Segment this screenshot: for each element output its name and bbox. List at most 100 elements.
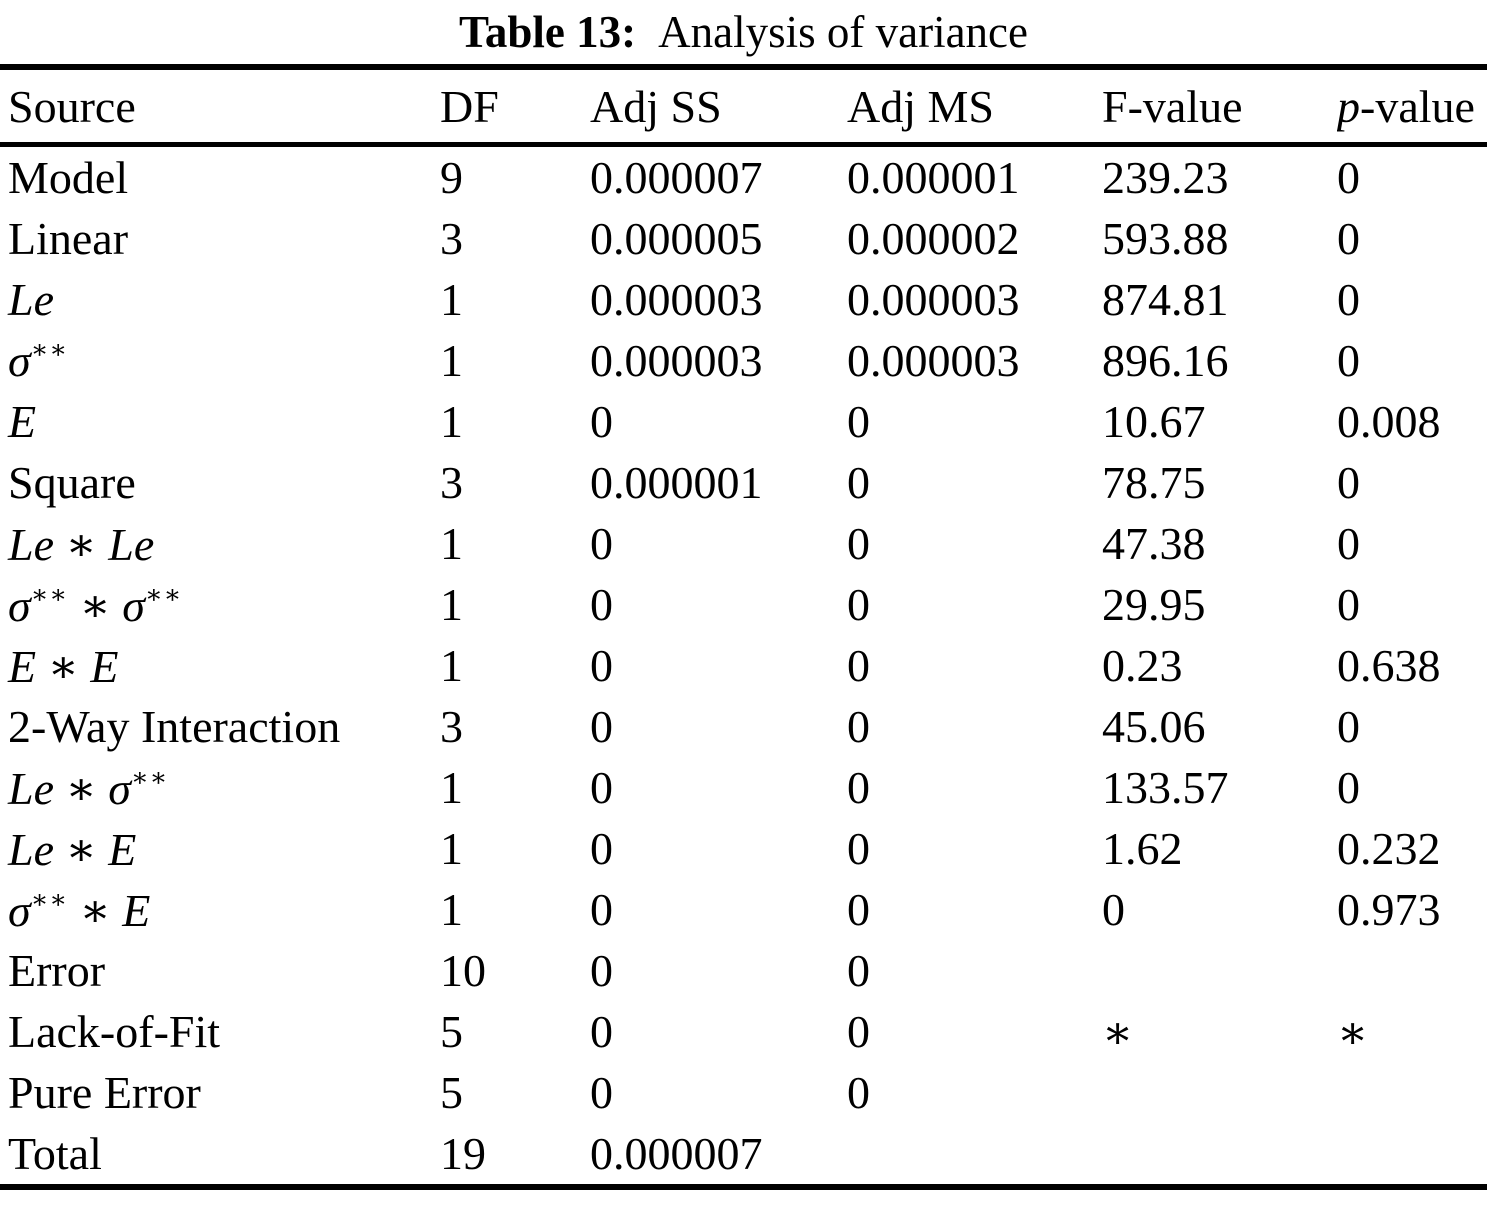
cell-df: 1: [440, 823, 463, 874]
cell-f: 896.16: [1102, 335, 1229, 386]
table-row: Le ∗ σ∗∗ 1 0 0 133.57 0: [0, 757, 1487, 818]
cell-p: 0: [1337, 579, 1360, 630]
cell-adj_ms: 0: [847, 884, 870, 935]
cell-p: ∗: [1337, 1006, 1369, 1058]
cell-p: 0: [1337, 335, 1360, 386]
text-segment: σ: [122, 579, 145, 631]
column-header-adj-ss: Adj SS: [590, 67, 847, 147]
cell-source: Model: [0, 145, 440, 209]
table-row: Linear 3 0.000005 0.000002 593.88 0: [0, 208, 1487, 269]
cell-adj_ms: 0: [847, 396, 870, 447]
cell-p: [1337, 1123, 1487, 1187]
text-segment: ∗∗: [30, 884, 69, 914]
cell-f: ∗: [1102, 1006, 1134, 1058]
table-row: σ∗∗ 1 0.000003 0.000003 896.16 0: [0, 330, 1487, 391]
table-row: σ∗∗ ∗ σ∗∗ 1 0 0 29.95 0: [0, 574, 1487, 635]
text-segment: Model: [8, 152, 129, 203]
cell-df: 1: [440, 884, 463, 935]
cell-f: [1102, 1123, 1337, 1187]
cell-df: 1: [440, 335, 463, 386]
table-row: Model 9 0.000007 0.000001 239.23 0: [0, 145, 1487, 209]
table-caption-text: Analysis of variance: [658, 7, 1028, 57]
text-segment: Le: [8, 823, 54, 875]
cell-p: 0.232: [1337, 823, 1441, 874]
cell-df: 3: [440, 213, 463, 264]
cell-df: 1: [440, 579, 463, 630]
table-row: Le 1 0.000003 0.000003 874.81 0: [0, 269, 1487, 330]
text-segment: Le: [8, 518, 54, 570]
table-row: Le ∗ Le 1 0 0 47.38 0: [0, 513, 1487, 574]
table-header-row: Source DF Adj SS Adj MS F-value p-value: [0, 67, 1487, 147]
text-segment: Adj MS: [847, 80, 994, 132]
cell-adj_ss: 0.000005: [590, 213, 763, 264]
text-segment: Total: [8, 1128, 102, 1179]
cell-source: Le ∗ E: [0, 818, 440, 879]
cell-f: 29.95: [1102, 579, 1206, 630]
column-header-f-value: F-value: [1102, 67, 1337, 147]
cell-source: Le: [0, 269, 440, 330]
cell-source: Le ∗ σ∗∗: [0, 757, 440, 818]
cell-adj_ms: 0: [847, 701, 870, 752]
cell-source: Total: [0, 1123, 440, 1187]
cell-adj_ss: 0: [590, 579, 613, 630]
text-segment: Square: [8, 457, 136, 508]
table-row: Pure Error 5 0 0: [0, 1062, 1487, 1123]
cell-df: 1: [440, 762, 463, 813]
cell-df: 1: [440, 640, 463, 691]
cell-df: 19: [440, 1128, 486, 1179]
text-segment: ∗∗: [130, 762, 169, 792]
text-segment: E: [90, 640, 119, 692]
cell-f: 10.67: [1102, 396, 1206, 447]
cell-p: 0.973: [1337, 884, 1441, 935]
text-segment: ∗∗: [30, 335, 69, 364]
cell-p: 0.638: [1337, 640, 1441, 691]
cell-df: 1: [440, 518, 463, 569]
cell-df: 1: [440, 274, 463, 325]
text-segment: ∗: [54, 823, 109, 875]
text-segment: DF: [440, 80, 499, 132]
cell-f: 593.88: [1102, 213, 1229, 264]
cell-source: 2-Way Interaction: [0, 696, 440, 757]
column-header-p-value: p-value: [1337, 67, 1487, 147]
cell-adj_ms: 0: [847, 457, 870, 508]
cell-df: 5: [440, 1006, 463, 1057]
cell-p: [1337, 940, 1487, 1001]
table-row: Error 10 0 0: [0, 940, 1487, 1001]
table-row: E 1 0 0 10.67 0.008: [0, 391, 1487, 452]
cell-adj_ms: [847, 1123, 1102, 1187]
text-segment: E: [8, 396, 37, 447]
text-segment: p: [1337, 80, 1360, 132]
cell-adj_ss: 0.000001: [590, 457, 763, 508]
cell-adj_ss: 0: [590, 884, 613, 935]
text-segment: ∗∗: [30, 579, 69, 609]
cell-source: σ∗∗ ∗ σ∗∗: [0, 574, 440, 635]
table-row: Total 19 0.000007: [0, 1123, 1487, 1187]
text-segment: σ: [8, 335, 31, 386]
cell-df: 9: [440, 152, 463, 203]
cell-adj_ms: 0: [847, 1067, 870, 1118]
cell-p: [1337, 1062, 1487, 1123]
cell-adj_ms: 0: [847, 823, 870, 874]
cell-df: 3: [440, 701, 463, 752]
cell-f: [1102, 940, 1337, 1001]
cell-f: 874.81: [1102, 274, 1229, 325]
text-segment: ∗: [68, 579, 123, 631]
cell-adj_ms: 0.000001: [847, 152, 1020, 203]
cell-adj_ms: 0: [847, 518, 870, 569]
table-row: σ∗∗ ∗ E 1 0 0 0 0.973: [0, 879, 1487, 940]
text-segment: E: [122, 884, 151, 936]
table-row: 2-Way Interaction 3 0 0 45.06 0: [0, 696, 1487, 757]
text-segment: Pure Error: [8, 1067, 201, 1118]
column-header-adj-ms: Adj MS: [847, 67, 1102, 147]
cell-adj_ss: 0.000003: [590, 335, 763, 386]
cell-adj_ms: 0: [847, 579, 870, 630]
cell-f: 1.62: [1102, 823, 1183, 874]
cell-source: Lack-of-Fit: [0, 1001, 440, 1062]
cell-adj_ms: 0.000003: [847, 274, 1020, 325]
cell-source: Le ∗ Le: [0, 513, 440, 574]
anova-table: Source DF Adj SS Adj MS F-value p-value …: [0, 64, 1487, 1190]
cell-adj_ss: 0: [590, 396, 613, 447]
cell-adj_ms: 0: [847, 762, 870, 813]
cell-f: 133.57: [1102, 762, 1229, 813]
